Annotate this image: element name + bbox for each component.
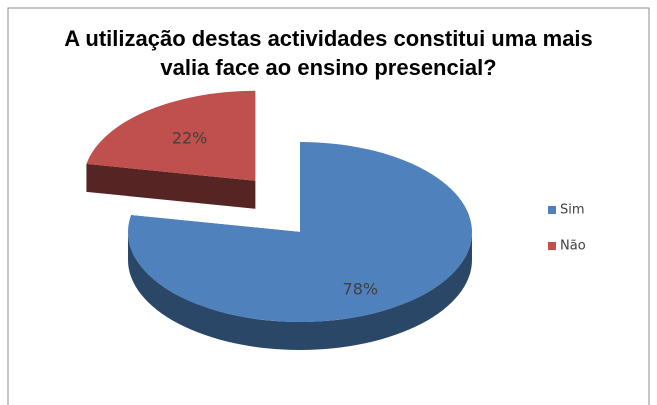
slice-wall: [128, 232, 472, 350]
data-label: 22%: [172, 129, 208, 148]
legend-label: Sim: [560, 203, 585, 218]
legend-swatch: [548, 206, 556, 214]
title-box: A utilização destas actividades constitu…: [0, 24, 657, 82]
chart-title: A utilização destas actividades constitu…: [64, 26, 593, 80]
legend-swatch: [548, 242, 556, 250]
data-label: 78%: [343, 280, 379, 299]
slice: [86, 90, 256, 181]
slice: [128, 142, 472, 322]
legend-label: Não: [560, 239, 586, 254]
slice-side: [86, 163, 256, 209]
